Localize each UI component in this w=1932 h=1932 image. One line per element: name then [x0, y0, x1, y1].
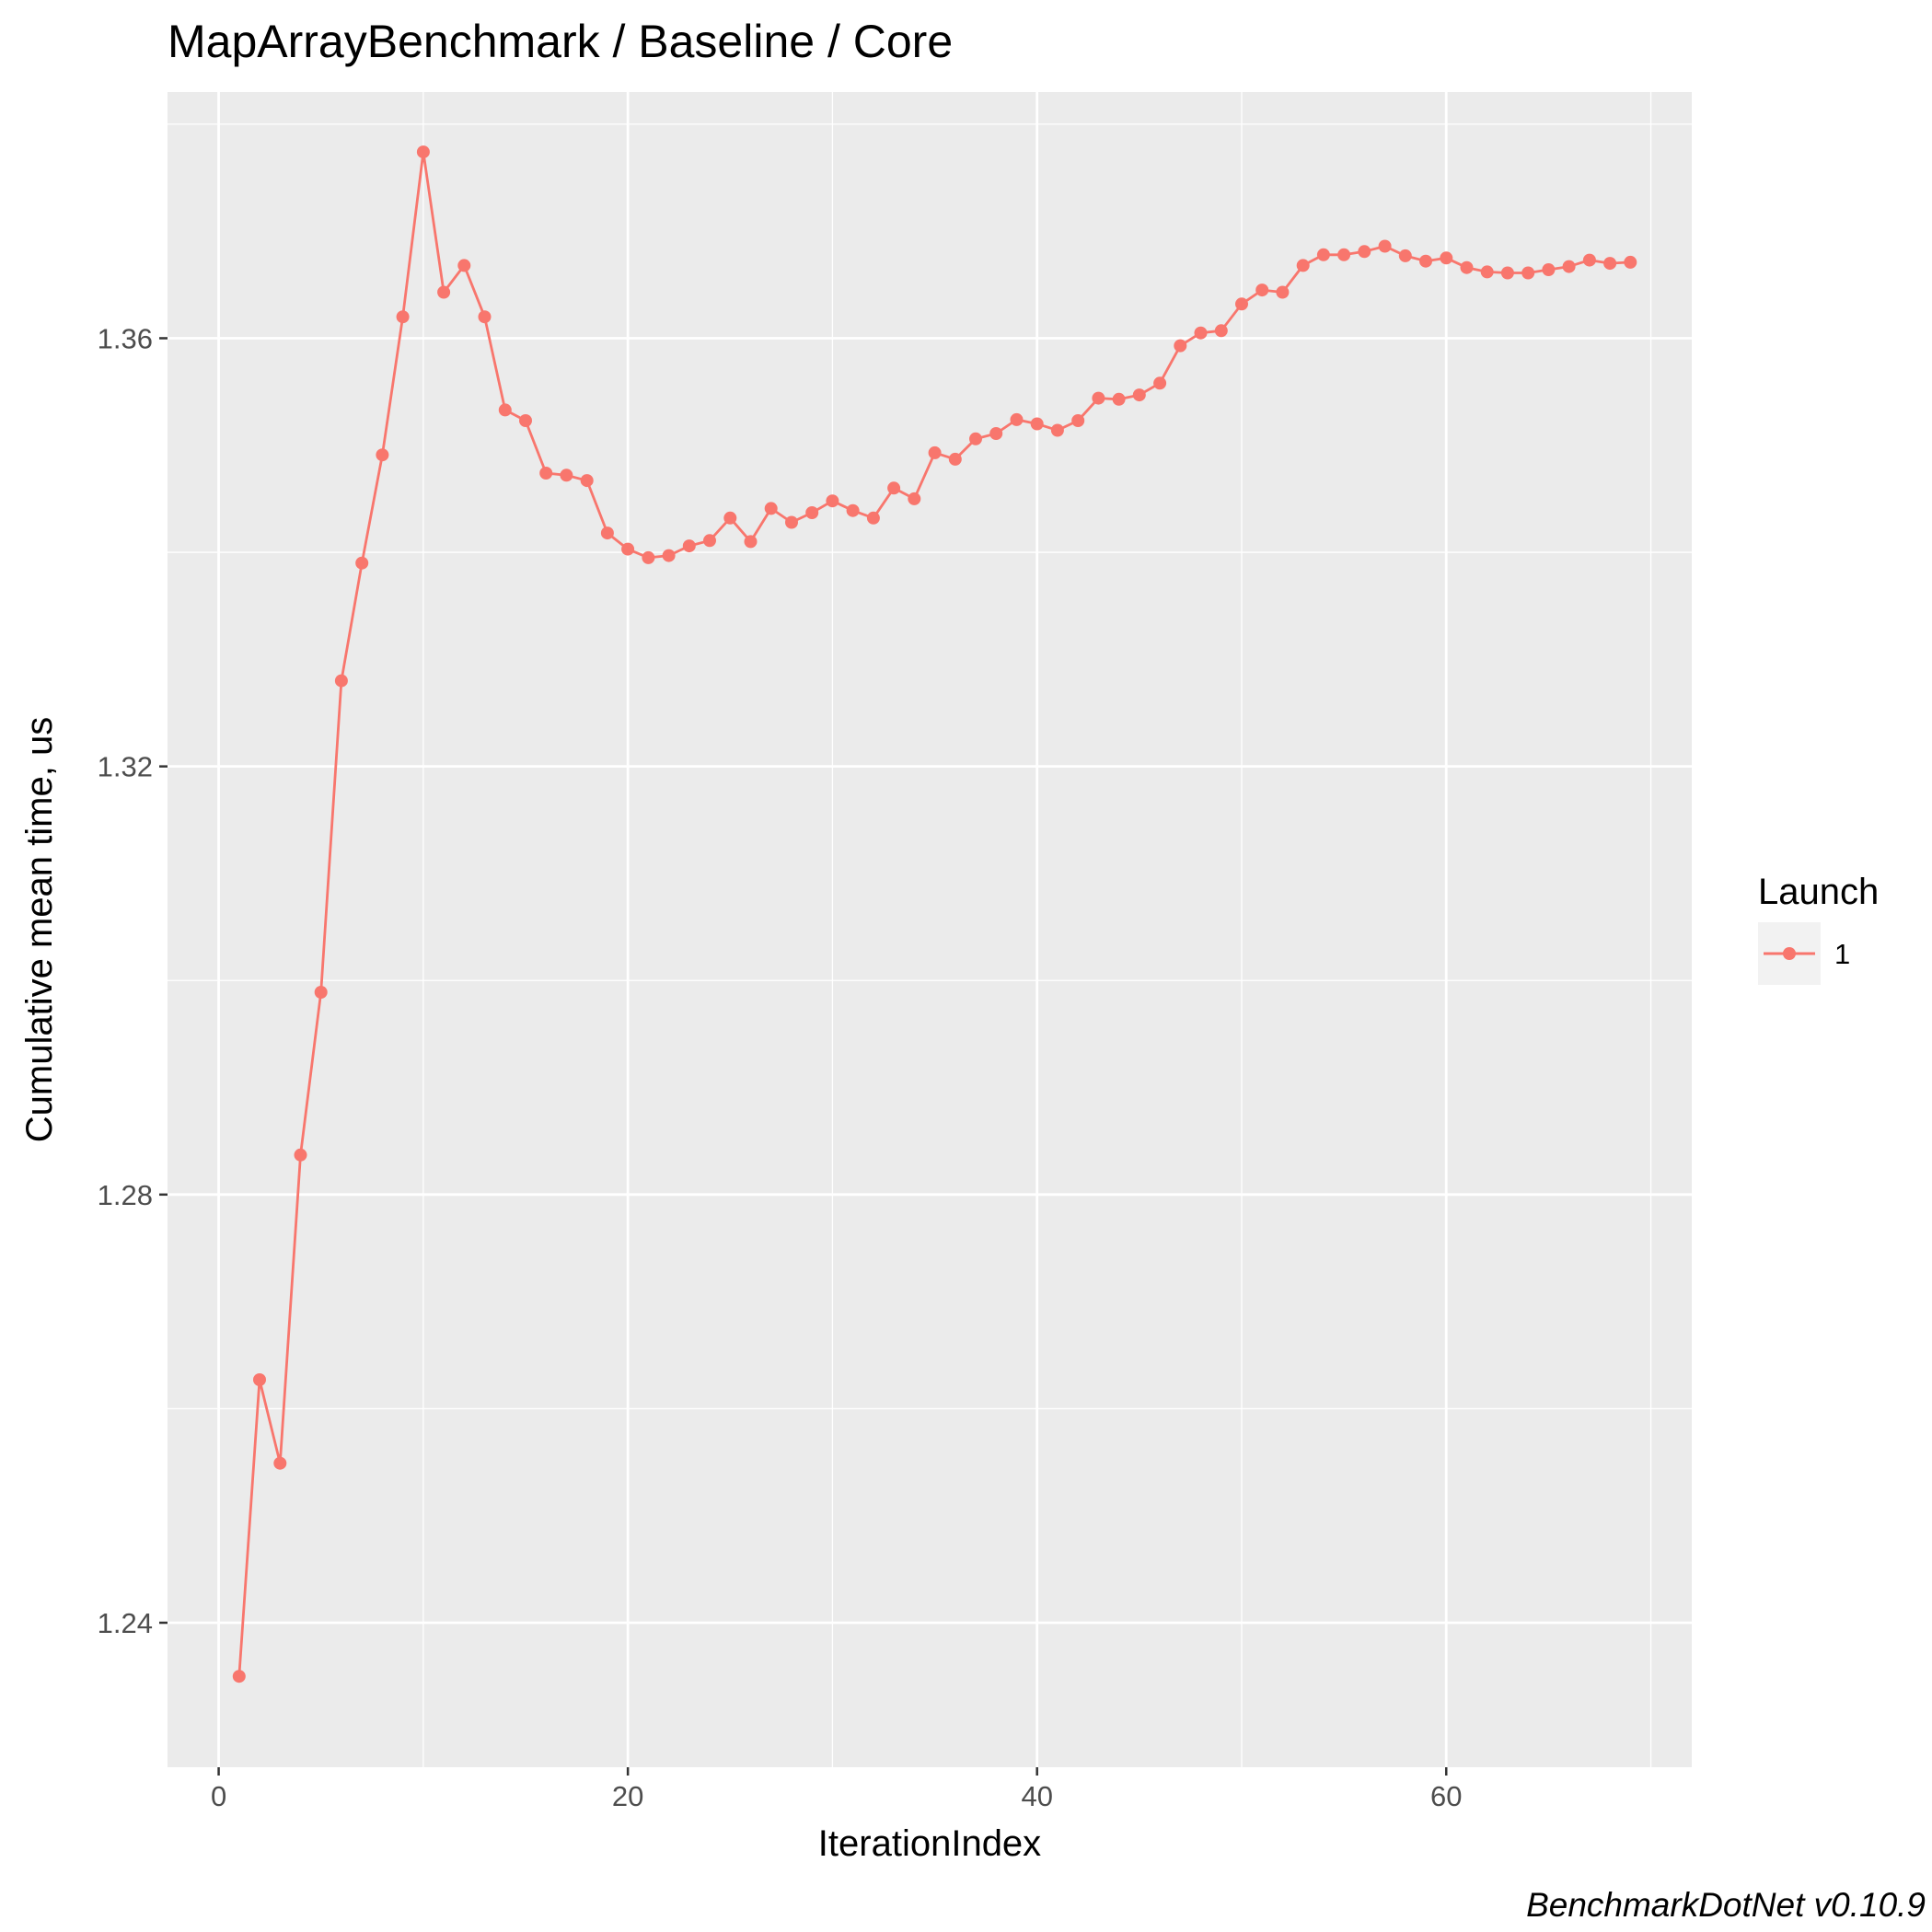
data-point [1624, 255, 1637, 269]
data-point [805, 506, 819, 519]
data-point [478, 310, 492, 324]
caption: BenchmarkDotNet v0.10.9 [1526, 1886, 1926, 1924]
y-tick-label: 1.28 [98, 1179, 153, 1211]
legend-label: 1 [1834, 938, 1850, 970]
data-point [457, 259, 471, 272]
data-point [1337, 248, 1351, 261]
data-point [560, 469, 573, 482]
data-point [1112, 392, 1126, 406]
data-point [1582, 253, 1596, 267]
data-point [1378, 239, 1392, 253]
data-point [948, 452, 962, 466]
data-point [703, 534, 716, 548]
data-point [662, 549, 676, 562]
data-point [1419, 254, 1432, 268]
data-point [437, 285, 451, 299]
data-point [1050, 423, 1064, 437]
data-point [355, 556, 369, 570]
data-point [1276, 285, 1290, 299]
data-point [1398, 249, 1412, 262]
data-point [580, 474, 594, 488]
data-point [1010, 412, 1024, 426]
x-tick-label: 0 [211, 1780, 226, 1812]
data-point [744, 535, 758, 549]
data-point [396, 310, 410, 324]
major-gridlines [168, 92, 1692, 1767]
data-point [1092, 391, 1105, 405]
data-point [1521, 266, 1535, 280]
data-point [1174, 339, 1187, 353]
data-point [539, 467, 553, 480]
series-layer [232, 145, 1637, 1683]
data-point [1235, 297, 1248, 311]
minor-gridlines [168, 92, 1692, 1767]
data-point [1316, 248, 1330, 261]
chart-title: MapArrayBenchmark / Baseline / Core [168, 16, 953, 67]
data-point [682, 539, 696, 553]
data-point [1132, 388, 1146, 402]
data-point [1562, 260, 1576, 273]
data-point [866, 511, 880, 525]
data-point [642, 550, 655, 564]
y-tick-label: 1.36 [98, 322, 153, 354]
data-point [908, 492, 921, 505]
data-point [764, 502, 778, 515]
x-tick-label: 60 [1430, 1780, 1462, 1812]
data-point [785, 515, 798, 529]
legend-key-point [1783, 947, 1796, 960]
data-point [294, 1148, 307, 1162]
y-tick-label: 1.32 [98, 751, 153, 783]
y-tick-label: 1.24 [98, 1607, 153, 1639]
data-point [621, 542, 635, 556]
data-point [232, 1670, 246, 1683]
data-point [846, 503, 860, 517]
y-axis-title: Cumulative mean time, us [19, 717, 60, 1142]
data-point [1500, 266, 1514, 280]
legend: Launch 1 [1758, 872, 1879, 985]
data-point [600, 526, 614, 540]
data-point [416, 145, 430, 159]
data-point [1440, 251, 1453, 265]
data-point [1255, 283, 1269, 297]
data-point [1071, 414, 1085, 427]
data-point [1480, 265, 1494, 279]
data-point [376, 448, 389, 462]
y-axis: 1.24 1.28 1.32 1.36 [98, 322, 168, 1639]
x-tick-label: 20 [612, 1780, 643, 1812]
data-point [887, 481, 901, 495]
x-axis-title: IterationIndex [818, 1823, 1041, 1864]
legend-title: Launch [1758, 872, 1879, 912]
data-point [989, 427, 1003, 440]
data-point [1153, 376, 1167, 390]
data-point [498, 403, 512, 417]
data-point [1194, 326, 1208, 340]
data-point [1296, 259, 1310, 272]
data-point [969, 432, 982, 445]
data-point [1542, 263, 1556, 276]
data-point [253, 1373, 266, 1386]
data-point [1214, 324, 1228, 338]
x-axis: 0 20 40 60 [211, 1767, 1463, 1812]
data-point [273, 1456, 287, 1470]
data-point [928, 445, 942, 459]
data-point [1603, 257, 1617, 271]
data-point [826, 494, 839, 508]
data-point [519, 414, 532, 427]
data-point [334, 674, 348, 688]
plot-panel [168, 92, 1692, 1767]
x-tick-label: 40 [1021, 1780, 1052, 1812]
data-point [314, 986, 328, 999]
data-point [1358, 245, 1371, 259]
data-point [1030, 417, 1044, 431]
data-point [1460, 260, 1474, 274]
data-point [723, 511, 737, 525]
